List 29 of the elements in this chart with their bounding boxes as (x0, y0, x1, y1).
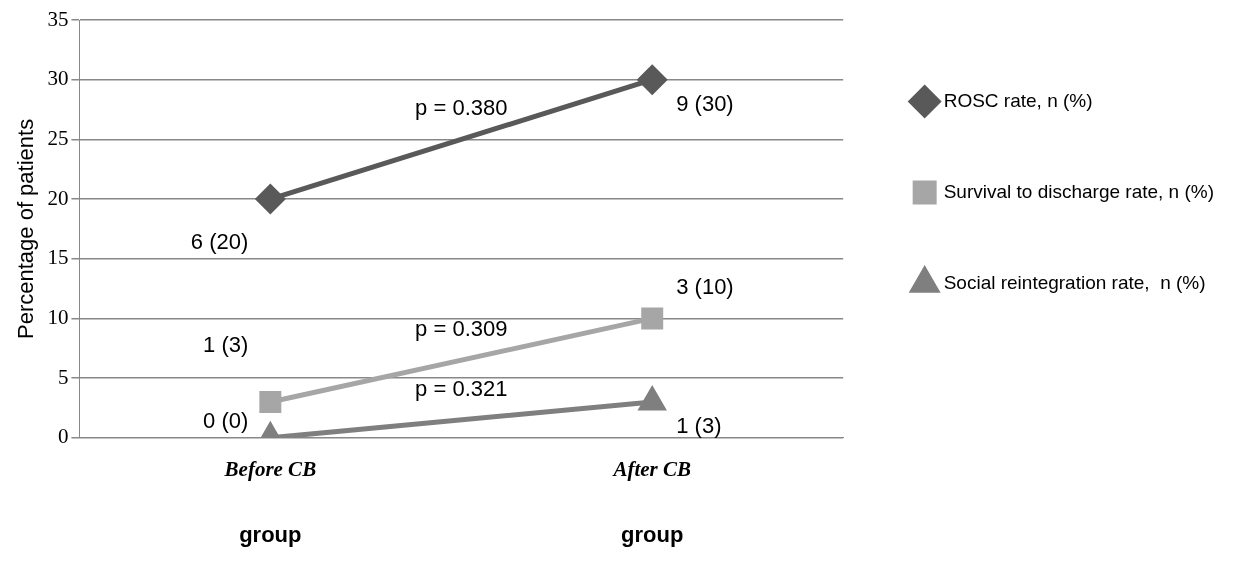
y-tick-label: 5 (57, 364, 69, 389)
x-tick-label: After CB (611, 456, 692, 481)
point (641, 307, 664, 330)
y-tick-label: 35 (47, 6, 69, 31)
legend-label: Survival to discharge rate, n (%) (943, 180, 1215, 202)
text: group (239, 521, 302, 547)
y-tick-label: 25 (47, 125, 69, 150)
annotation: p = 0.309 (415, 316, 508, 342)
data-label: 6 (20) (190, 229, 249, 255)
y-axis-title: Percentage of patients (13, 118, 39, 339)
y-tick-label: 20 (47, 185, 69, 210)
data-label: 3 (10) (676, 274, 734, 300)
point (637, 65, 667, 95)
data-label: 1 (3) (203, 332, 249, 358)
text: group (621, 521, 684, 547)
y-tick-label: 15 (47, 245, 69, 270)
x-tick-label: Before CB (223, 456, 317, 481)
legend-label: ROSC rate, n (%) (943, 89, 1093, 111)
y-tick-label: 0 (57, 424, 69, 449)
y-tick-label: 10 (47, 304, 69, 329)
annotation: p = 0.321 (415, 375, 508, 401)
annotation: p = 0.380 (415, 95, 508, 121)
data-label: 1 (3) (676, 413, 722, 439)
legend-label: Social reintegration rate, n (%) (943, 271, 1206, 293)
point (255, 184, 285, 214)
point (259, 391, 282, 413)
data-label: 0 (0) (203, 407, 249, 433)
y-tick-label: 30 (47, 66, 69, 91)
data-label: 9 (30) (676, 90, 734, 116)
